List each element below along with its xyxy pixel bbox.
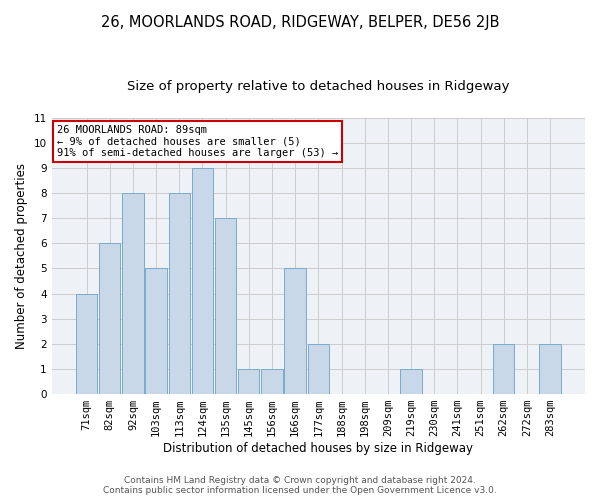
Bar [308, 344, 329, 394]
Bar [493, 344, 514, 394]
Bar [99, 244, 121, 394]
Y-axis label: Number of detached properties: Number of detached properties [15, 163, 28, 349]
Text: 26, MOORLANDS ROAD, RIDGEWAY, BELPER, DE56 2JB: 26, MOORLANDS ROAD, RIDGEWAY, BELPER, DE… [101, 15, 499, 30]
Bar [192, 168, 213, 394]
Bar [122, 193, 143, 394]
X-axis label: Distribution of detached houses by size in Ridgeway: Distribution of detached houses by size … [163, 442, 473, 455]
Bar [539, 344, 561, 394]
Bar [169, 193, 190, 394]
Bar [400, 369, 422, 394]
Bar [215, 218, 236, 394]
Text: 26 MOORLANDS ROAD: 89sqm
← 9% of detached houses are smaller (5)
91% of semi-det: 26 MOORLANDS ROAD: 89sqm ← 9% of detache… [57, 124, 338, 158]
Bar [145, 268, 167, 394]
Title: Size of property relative to detached houses in Ridgeway: Size of property relative to detached ho… [127, 80, 509, 93]
Bar [284, 268, 306, 394]
Bar [238, 369, 259, 394]
Bar [76, 294, 97, 394]
Text: Contains HM Land Registry data © Crown copyright and database right 2024.
Contai: Contains HM Land Registry data © Crown c… [103, 476, 497, 495]
Bar [262, 369, 283, 394]
